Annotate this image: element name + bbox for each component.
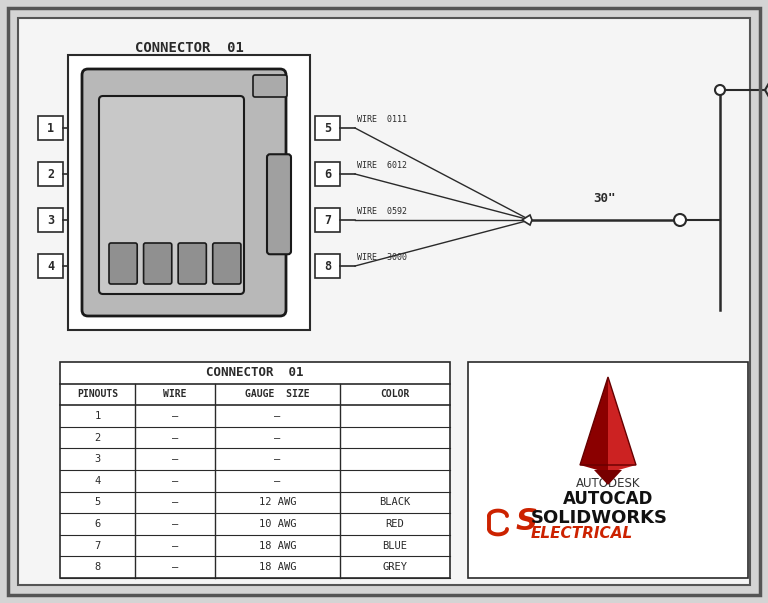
Text: SOLIDWORKS: SOLIDWORKS: [531, 509, 668, 527]
Bar: [60, 362, 450, 578]
Text: –: –: [172, 432, 178, 443]
Text: –: –: [172, 497, 178, 507]
Text: PINOUTS: PINOUTS: [77, 390, 118, 399]
FancyBboxPatch shape: [178, 243, 207, 284]
Text: CONNECTOR  01: CONNECTOR 01: [207, 366, 304, 379]
Circle shape: [674, 214, 686, 226]
Text: –: –: [172, 411, 178, 421]
Text: –: –: [274, 411, 280, 421]
Text: 3: 3: [94, 454, 101, 464]
Text: –: –: [172, 476, 178, 486]
FancyBboxPatch shape: [253, 75, 287, 97]
Text: 8: 8: [324, 259, 331, 273]
Bar: [38, 116, 63, 140]
Text: GREY: GREY: [382, 562, 408, 572]
Text: –: –: [172, 454, 178, 464]
Text: 2: 2: [94, 432, 101, 443]
Text: 5: 5: [94, 497, 101, 507]
Text: COLOR: COLOR: [380, 390, 409, 399]
FancyBboxPatch shape: [144, 243, 172, 284]
Text: 1: 1: [47, 121, 54, 134]
FancyBboxPatch shape: [99, 96, 244, 294]
Polygon shape: [608, 377, 636, 473]
Text: 4: 4: [94, 476, 101, 486]
Text: –: –: [274, 454, 280, 464]
FancyBboxPatch shape: [109, 243, 137, 284]
Bar: [38, 208, 63, 232]
Text: 2: 2: [47, 168, 54, 180]
Text: –: –: [172, 541, 178, 551]
Text: 30": 30": [594, 192, 616, 205]
Text: 1: 1: [94, 411, 101, 421]
Text: –: –: [172, 519, 178, 529]
Text: 12 AWG: 12 AWG: [259, 497, 296, 507]
Bar: [468, 362, 748, 578]
Text: 6: 6: [324, 168, 331, 180]
Text: 8: 8: [94, 562, 101, 572]
Text: BLACK: BLACK: [379, 497, 411, 507]
Text: 5: 5: [324, 121, 331, 134]
Polygon shape: [522, 215, 532, 225]
Text: WIRE  0111: WIRE 0111: [357, 115, 407, 124]
Text: RED: RED: [386, 519, 405, 529]
Text: –: –: [172, 562, 178, 572]
Polygon shape: [580, 377, 608, 473]
FancyBboxPatch shape: [267, 154, 291, 254]
Text: WIRE  3000: WIRE 3000: [357, 253, 407, 262]
Text: 4: 4: [47, 259, 54, 273]
Text: ELECTRICAL: ELECTRICAL: [531, 526, 634, 541]
Text: –: –: [274, 432, 280, 443]
Text: AUTOCAD: AUTOCAD: [563, 490, 654, 508]
Text: 7: 7: [324, 213, 331, 227]
Text: WIRE  6012: WIRE 6012: [357, 161, 407, 170]
Text: 6: 6: [94, 519, 101, 529]
Text: 10 AWG: 10 AWG: [259, 519, 296, 529]
Bar: [38, 162, 63, 186]
Circle shape: [715, 85, 725, 95]
Text: 7: 7: [94, 541, 101, 551]
Bar: [315, 254, 340, 278]
Bar: [315, 116, 340, 140]
Text: AUTODESK: AUTODESK: [576, 477, 641, 490]
Polygon shape: [594, 470, 622, 485]
Text: 3: 3: [47, 213, 54, 227]
Text: –: –: [274, 476, 280, 486]
FancyBboxPatch shape: [213, 243, 241, 284]
Text: GAUGE  SIZE: GAUGE SIZE: [245, 390, 310, 399]
Bar: [315, 162, 340, 186]
Bar: [315, 208, 340, 232]
FancyBboxPatch shape: [82, 69, 286, 316]
Text: CONNECTOR  01: CONNECTOR 01: [134, 41, 243, 55]
Text: WIRE  0592: WIRE 0592: [357, 207, 407, 216]
Bar: [38, 254, 63, 278]
Text: WIRE: WIRE: [164, 390, 187, 399]
Text: S: S: [516, 508, 538, 537]
Text: 18 AWG: 18 AWG: [259, 562, 296, 572]
Bar: [68, 55, 310, 330]
Text: BLUE: BLUE: [382, 541, 408, 551]
Text: 18 AWG: 18 AWG: [259, 541, 296, 551]
